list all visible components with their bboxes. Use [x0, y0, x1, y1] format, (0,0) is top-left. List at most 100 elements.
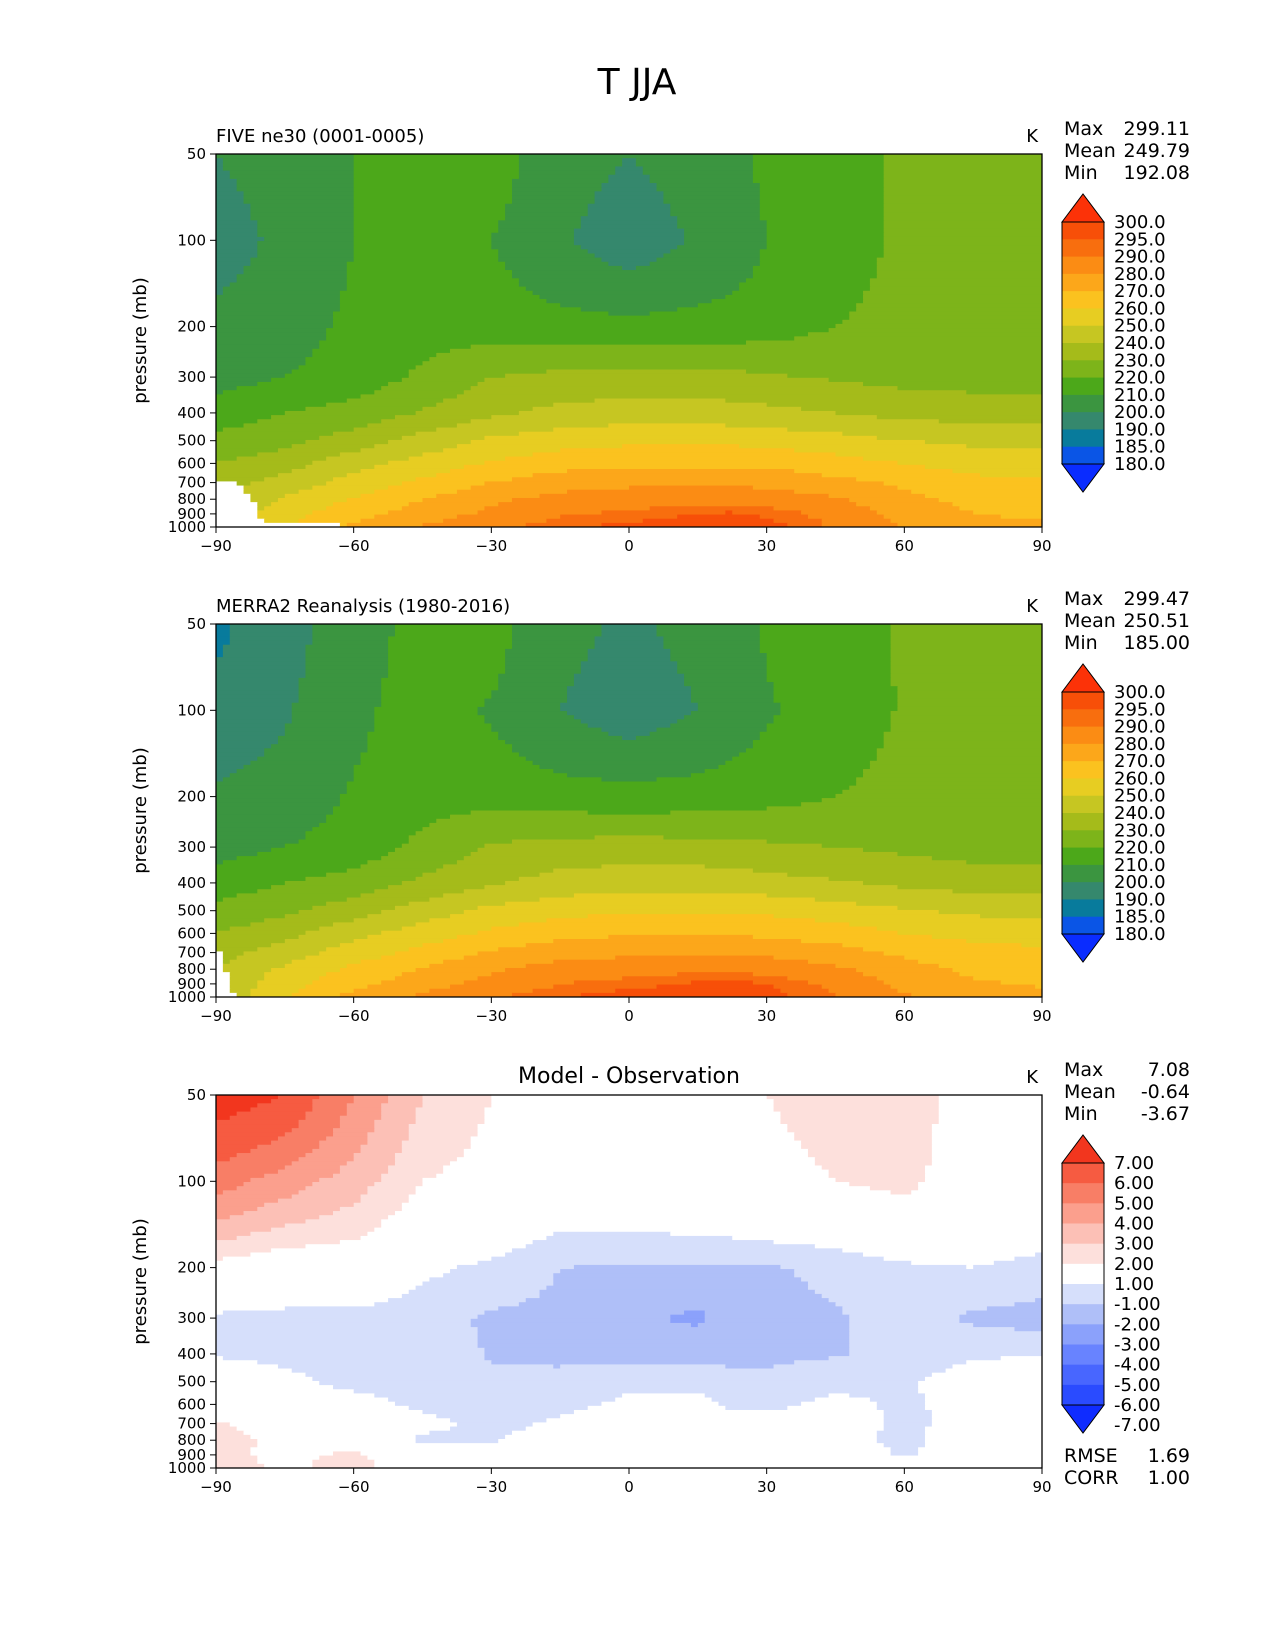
contour-cell — [415, 992, 513, 997]
contour-cell — [216, 793, 341, 799]
contour-cell — [291, 1128, 334, 1133]
x-tick-label: −30 — [476, 537, 508, 555]
contour-cell — [216, 1372, 307, 1378]
contour-cell — [284, 727, 375, 733]
contour-cell — [794, 1360, 967, 1365]
contour-cell — [573, 1409, 885, 1415]
contour-cell — [663, 644, 761, 650]
contour-cell — [353, 245, 492, 250]
contour-cell — [401, 506, 486, 512]
x-tick-label: 60 — [895, 1007, 914, 1025]
contour-cell — [422, 872, 541, 878]
contour-cell — [422, 1099, 492, 1104]
contour-cell — [326, 456, 410, 462]
contour-cell — [594, 644, 665, 650]
contour-cell — [429, 897, 541, 903]
y-tick-label: 900 — [177, 1446, 206, 1464]
contour-cell — [752, 162, 885, 168]
contour-cell — [635, 162, 754, 168]
contour-cell — [216, 502, 258, 507]
contour-cell — [890, 719, 1042, 725]
contour-cell — [216, 468, 293, 474]
contour-cell — [257, 756, 362, 762]
contour-cell — [216, 1459, 258, 1465]
contour-cell — [216, 415, 272, 420]
contour-cell — [883, 191, 1042, 197]
contour-cell — [491, 1360, 795, 1365]
colorbar-label: 250.0 — [1114, 786, 1166, 807]
contour-cell — [216, 1165, 286, 1171]
contour-cell — [305, 357, 430, 362]
stat-rmse-label: RMSE — [1064, 1445, 1118, 1467]
contour-cell — [216, 1343, 479, 1349]
contour-cell — [594, 191, 665, 197]
contour-cell — [587, 657, 671, 662]
contour-cell — [394, 976, 479, 982]
contour-cell — [250, 1451, 334, 1457]
contour-cell — [216, 452, 258, 458]
contour-cell — [216, 947, 258, 953]
contour-cell — [890, 518, 1042, 524]
contour-cell — [222, 427, 355, 433]
contour-cell — [353, 1202, 403, 1208]
contour-cell — [498, 228, 575, 234]
contour-cell — [835, 452, 1042, 458]
contour-cell — [725, 1405, 788, 1411]
contour-cell — [594, 640, 665, 646]
contour-cell — [216, 1227, 272, 1233]
contour-cell — [511, 636, 596, 642]
contour-cell — [216, 1397, 389, 1403]
contour-cell — [470, 810, 589, 816]
contour-cell — [924, 1426, 1042, 1432]
contour-cell — [732, 756, 878, 762]
contour-cell — [353, 199, 513, 205]
contour-cell — [1021, 943, 1042, 948]
contour-cell — [422, 1409, 575, 1415]
contour-cell — [959, 506, 1042, 512]
contour-cell — [388, 1095, 424, 1100]
contour-cell — [711, 299, 864, 304]
contour-cell — [801, 1401, 878, 1407]
contour-cell — [842, 1306, 988, 1312]
contour-cell — [814, 1157, 933, 1162]
contour-cell — [938, 1119, 1042, 1125]
contour-cell — [553, 769, 706, 774]
contour-cell — [477, 1335, 850, 1341]
contour-cell — [580, 992, 788, 997]
contour-cell — [456, 1157, 816, 1162]
contour-cell — [298, 988, 355, 994]
colorbar-frame — [1061, 1162, 1105, 1406]
y-axis-label: pressure (mb) — [130, 277, 151, 403]
contour-cell — [305, 1111, 348, 1117]
contour-cell — [498, 502, 857, 507]
stat-corr-label: CORR — [1064, 1467, 1119, 1489]
contour-cell — [883, 187, 1042, 192]
contour-cell — [216, 299, 341, 304]
contour-cell — [491, 245, 582, 250]
contour-cell — [759, 199, 885, 205]
contour-cell — [766, 893, 1042, 899]
contour-cell — [250, 203, 355, 209]
contour-cell — [388, 1165, 444, 1171]
contour-cell — [477, 1339, 850, 1345]
contour-cell — [216, 980, 231, 986]
contour-cell — [677, 972, 754, 977]
contour-cell — [236, 1235, 362, 1241]
contour-cell — [863, 972, 960, 977]
contour-cell — [312, 1107, 348, 1113]
contour-cell — [863, 773, 1042, 778]
contour-cell — [353, 1389, 919, 1394]
contour-cell — [222, 653, 307, 658]
contour-cell — [594, 199, 665, 205]
contour-cell — [794, 1136, 933, 1142]
colorbar-extend-max — [1061, 663, 1105, 693]
contour-cell — [216, 1264, 458, 1270]
contour-cell — [216, 781, 348, 787]
contour-cell — [415, 1119, 486, 1125]
contour-cell — [814, 918, 1042, 923]
contour-cell — [257, 253, 355, 259]
contour-cell — [257, 224, 355, 230]
contour-cell — [339, 793, 837, 799]
contour-cell — [353, 1153, 396, 1158]
